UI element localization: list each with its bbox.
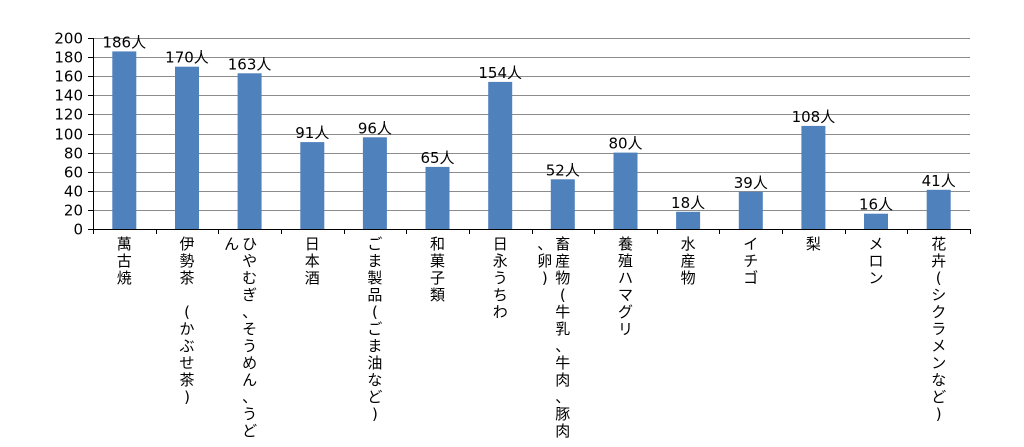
y-tick-label: 0	[73, 221, 83, 239]
bar	[300, 142, 325, 229]
data-label: 39人	[734, 174, 768, 192]
category-label: ひやむぎ、そうめん、うどん	[224, 235, 257, 440]
bar	[425, 166, 450, 229]
bar	[613, 152, 638, 229]
bar	[237, 73, 262, 229]
category-label: 花卉(シクラメンなど)	[931, 235, 946, 423]
data-label: 41人	[922, 172, 956, 190]
bars	[112, 51, 951, 230]
data-label: 163人	[228, 55, 272, 73]
data-label: 16人	[859, 196, 893, 214]
y-tick-label: 20	[64, 202, 83, 220]
data-label: 154人	[478, 64, 522, 82]
category-label: イチゴ	[743, 235, 758, 287]
y-tick-label: 200	[54, 30, 83, 48]
category-label: ごま製品(ごま油など)	[367, 235, 382, 423]
data-label: 52人	[546, 161, 580, 179]
category-label: 養殖ハマグリ	[618, 235, 633, 338]
bar	[801, 125, 826, 229]
category-label: 畜産物(牛乳、牛肉、豚肉、卵)	[537, 235, 570, 440]
data-labels: 186人 170人 163人 91人 96人 65人 154人 52人 80人 18人 39人 108…	[102, 33, 955, 213]
data-label: 80人	[608, 135, 642, 153]
bar	[550, 179, 575, 229]
bar	[175, 66, 199, 229]
category-label: 和菓子類	[430, 235, 445, 304]
axes	[88, 38, 971, 234]
bar	[488, 81, 513, 230]
y-tick-label: 80	[64, 145, 83, 163]
bar	[864, 213, 888, 229]
category-label: 日永うちわ	[493, 235, 508, 321]
data-label: 18人	[671, 194, 705, 212]
data-label: 65人	[420, 149, 454, 167]
data-label: 186人	[102, 33, 146, 51]
y-tick-label: 120	[54, 106, 83, 124]
y-tick-label: 160	[54, 68, 83, 86]
y-tick-label: 180	[54, 49, 83, 67]
data-label: 108人	[792, 108, 836, 126]
data-label: 170人	[165, 49, 209, 67]
category-label: メロン	[868, 235, 883, 287]
category-label: 水産物	[681, 235, 696, 287]
data-label: 91人	[295, 124, 329, 142]
bar	[362, 137, 387, 229]
y-tick-label: 60	[64, 164, 83, 182]
bar	[112, 51, 137, 230]
category-label: 梨	[806, 235, 821, 253]
bar	[738, 191, 763, 229]
gridlines	[93, 38, 970, 211]
category-label: 萬古焼	[117, 235, 132, 287]
bar	[926, 189, 951, 229]
category-label: 日本酒	[305, 235, 320, 287]
bar	[676, 211, 701, 229]
category-labels: 萬古焼 伊勢茶 (かぶせ茶) ひやむぎ、そうめん、うどん 日本酒 ごま製品(ごま油など)…	[117, 235, 946, 440]
y-tick-label: 100	[54, 126, 83, 144]
category-label: 伊勢茶 (かぶせ茶)	[179, 235, 194, 406]
y-tick-label: 140	[54, 87, 83, 105]
y-tick-label: 40	[64, 183, 83, 201]
data-label: 96人	[358, 119, 392, 137]
